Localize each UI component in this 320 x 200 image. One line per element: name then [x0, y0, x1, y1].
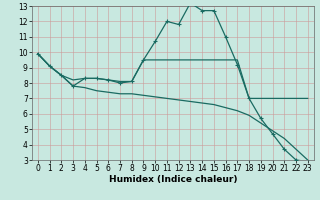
X-axis label: Humidex (Indice chaleur): Humidex (Indice chaleur) [108, 175, 237, 184]
